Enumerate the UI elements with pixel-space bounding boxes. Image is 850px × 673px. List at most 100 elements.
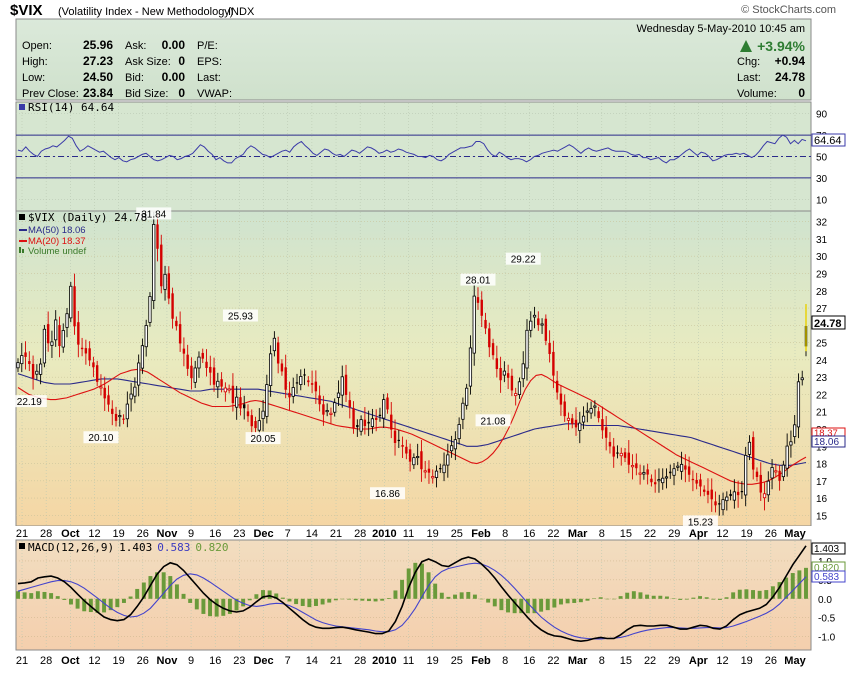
macd-histogram-bar — [360, 598, 365, 601]
candle-body — [488, 328, 491, 348]
macd-histogram-bar — [294, 598, 299, 605]
candle-body — [16, 362, 20, 369]
candle-body — [412, 457, 416, 466]
volume-legend-bar — [19, 247, 21, 253]
x-axis-label: 16 — [209, 655, 221, 667]
price-tick-label: 30 — [816, 252, 828, 263]
candle-body — [152, 224, 156, 301]
macd-histogram-bar — [174, 584, 179, 599]
candle-body — [449, 445, 454, 452]
candle-body — [61, 330, 65, 348]
macd-histogram-bar — [234, 598, 239, 611]
macd-histogram-bar — [731, 592, 736, 599]
macd-histogram-bar — [565, 598, 570, 604]
macd-label-name: MACD(12,26,9) — [28, 541, 114, 554]
candle-body — [190, 365, 193, 379]
candle-body — [420, 451, 423, 470]
macd-histogram-bar — [254, 594, 259, 599]
price-legend-main: $VIX (Daily) 24.78 — [28, 211, 147, 224]
x-axis-label: 19 — [427, 528, 439, 540]
macd-histogram-bar — [611, 598, 616, 600]
macd-histogram-bar — [545, 598, 550, 611]
candle-body — [216, 380, 220, 388]
quote-date: Wednesday 5-May-2010 10:45 am — [636, 23, 805, 35]
ma20-legend: MA(20) 18.37 — [28, 236, 86, 247]
x-axis-label: 28 — [40, 528, 52, 540]
candle-body — [453, 439, 457, 450]
candle-body — [220, 379, 223, 387]
macd-histogram-bar — [658, 595, 663, 599]
macd-histogram-bar — [241, 598, 246, 607]
macd-histogram-bar — [400, 579, 405, 599]
quote-value: 23.84 — [83, 86, 113, 100]
macd-histogram-bar — [300, 598, 305, 606]
price-annotation: 31.84 — [141, 209, 166, 220]
candle-body — [729, 493, 732, 497]
candle-body — [156, 224, 159, 249]
candle-body — [525, 329, 529, 369]
candle-body — [571, 418, 574, 424]
exchange: INDX — [228, 6, 255, 18]
candle-body — [310, 383, 314, 385]
candle-body — [80, 347, 84, 350]
rsi-tick-label: 30 — [816, 174, 828, 185]
macd-histogram-bar — [592, 598, 597, 599]
macd-tick-label: -0.5 — [818, 614, 836, 625]
price-annotation: 22.19 — [17, 397, 42, 408]
macd-histogram-bar — [552, 598, 557, 608]
volume-legend-bar — [22, 249, 24, 253]
candle-body — [163, 273, 167, 290]
candle-body — [397, 439, 401, 442]
candle-body — [461, 402, 465, 420]
macd-histogram-bar — [532, 598, 537, 614]
candle-body — [672, 468, 676, 476]
candle-body — [434, 470, 439, 478]
candle-body — [329, 412, 333, 415]
candle-body — [774, 470, 778, 473]
macd-legend-v2: 0.583 — [157, 541, 190, 554]
candle-body — [616, 452, 619, 454]
quote-label: VWAP: — [197, 88, 232, 100]
ma20-line — [17, 368, 807, 485]
candle-body — [495, 358, 499, 370]
x-axis-label: Apr — [689, 655, 709, 667]
candle-body — [344, 374, 348, 395]
quote-mid2: P/E: EPS: Last: VWAP: — [197, 40, 232, 100]
quote-label: Ask: — [125, 40, 146, 52]
macd-histogram-bar — [115, 598, 120, 608]
candle-body — [288, 392, 291, 398]
x-axis-label: 14 — [306, 655, 318, 667]
x-axis-label: 21 — [330, 655, 342, 667]
macd-histogram-bar — [446, 596, 451, 599]
price-legend-swatch — [19, 214, 25, 220]
candle-body — [291, 387, 295, 397]
candle-body — [559, 393, 563, 405]
macd-histogram-bar — [539, 598, 544, 612]
candle-body — [789, 441, 793, 446]
candle-body — [303, 374, 306, 376]
macd-histogram-bar — [386, 598, 391, 599]
price-tick-label: 32 — [816, 218, 828, 229]
macd-histogram-bar — [82, 598, 87, 612]
x-axis-label: 11 — [403, 655, 414, 667]
x-axis-strip — [0, 526, 850, 540]
macd-histogram-bar — [274, 593, 279, 599]
macd-histogram-bar — [62, 598, 67, 600]
price-tick-label: 18 — [816, 460, 828, 471]
candle-body — [28, 361, 31, 365]
candle-body — [521, 363, 525, 380]
candle-body — [129, 393, 133, 400]
x-axis-label: Oct — [61, 655, 80, 667]
macd-histogram-bar — [287, 598, 292, 602]
macd-histogram-bar — [479, 598, 484, 600]
candle-body — [793, 424, 797, 437]
candle-body — [608, 441, 612, 447]
x-axis-label: May — [784, 655, 806, 667]
candle-body — [718, 503, 721, 505]
candle-body — [472, 295, 476, 354]
candle-body — [669, 471, 672, 474]
candle-body — [650, 478, 653, 483]
candle-body — [762, 493, 767, 499]
candle-body — [171, 293, 174, 319]
candle-body — [325, 410, 329, 413]
